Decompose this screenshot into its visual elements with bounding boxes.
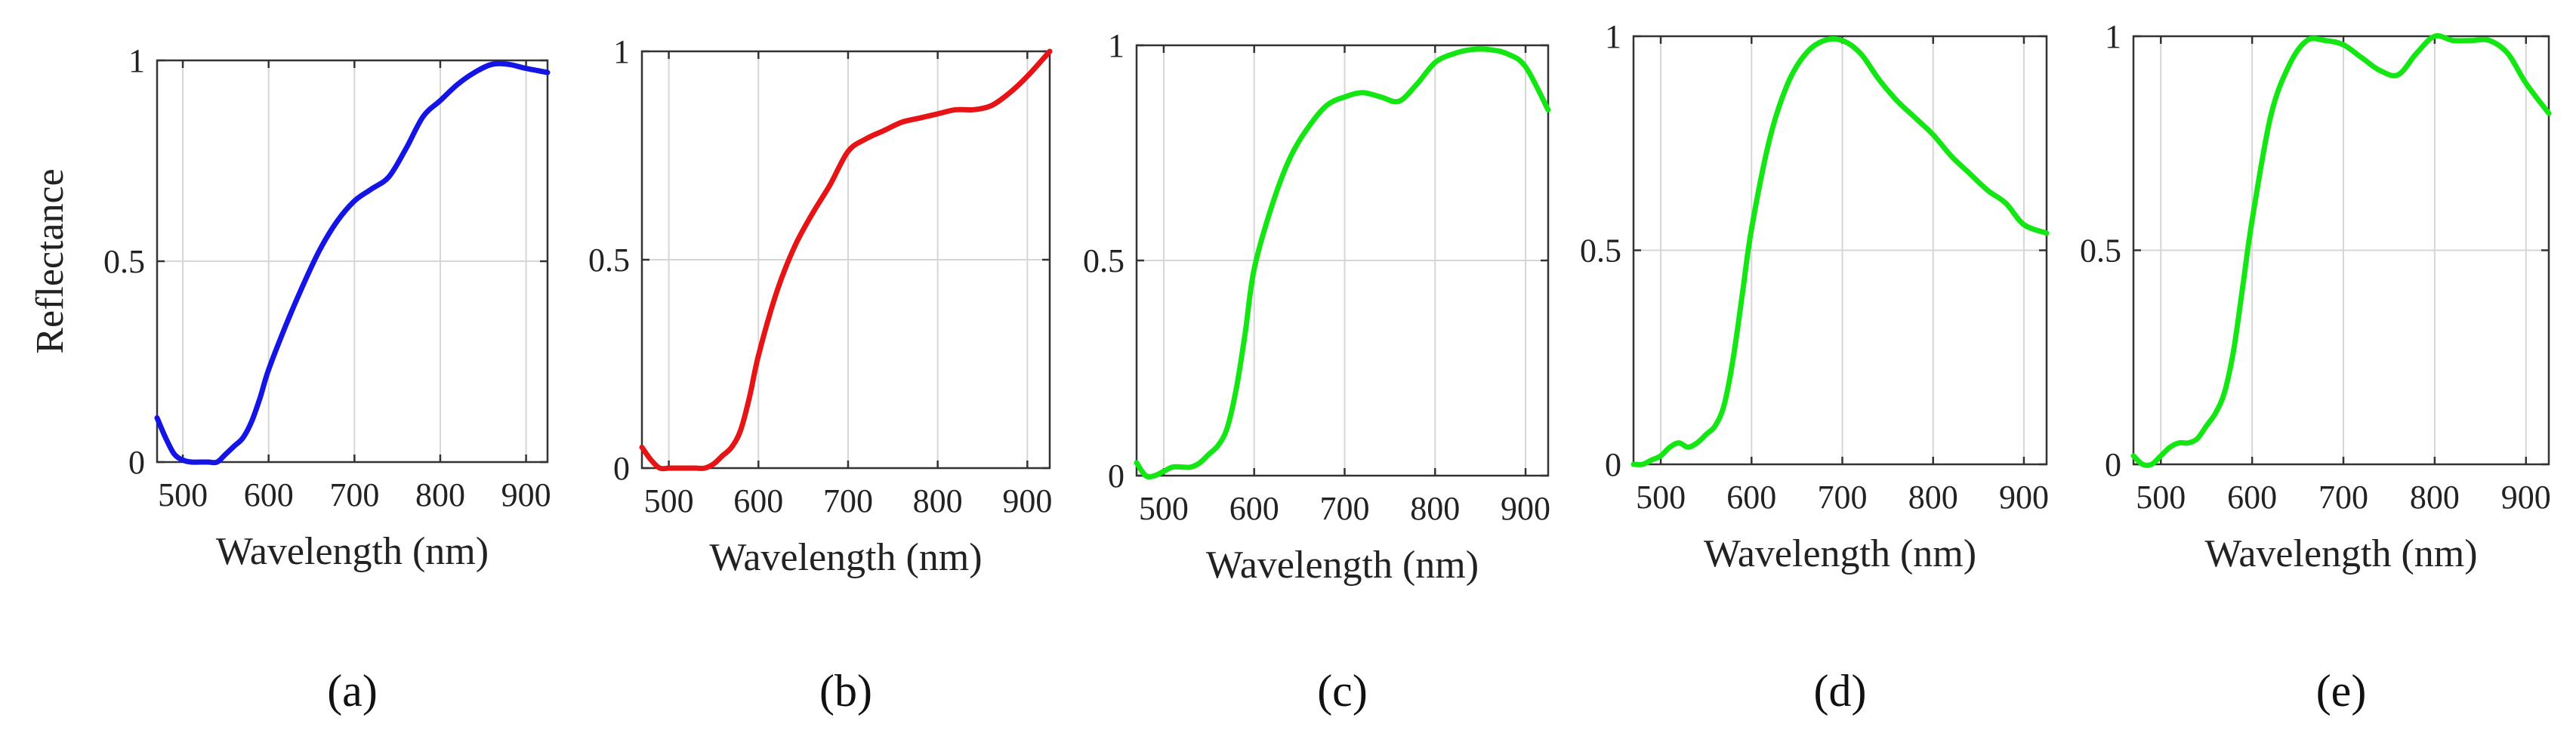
panel-label-e: (e) — [2316, 666, 2367, 716]
x-tick-label: 500 — [158, 476, 208, 513]
x-tick-label: 800 — [913, 482, 963, 519]
x-tick-label: 700 — [1319, 490, 1369, 527]
x-axis-label: Wavelength (nm) — [1704, 532, 1976, 575]
y-tick-label: 1 — [1108, 27, 1124, 64]
chart-panel-c: 500 600 700 800 900 0 0.5 1 Wavelength (nm) — [1083, 27, 1551, 587]
series-line-b — [639, 48, 1053, 472]
y-tick-label: 0 — [128, 444, 145, 481]
y-tick-label: 0.5 — [1580, 233, 1621, 270]
y-tick-label: 0.5 — [1083, 242, 1124, 279]
series-line-c — [1134, 46, 1551, 480]
x-tick-label: 800 — [1410, 490, 1460, 527]
x-tick-label: 500 — [644, 482, 694, 519]
x-axis-label: Wavelength (nm) — [709, 536, 982, 579]
x-axis-label: Wavelength (nm) — [216, 530, 489, 573]
x-tick-label: 700 — [329, 476, 379, 513]
x-tick-label: 600 — [1229, 490, 1279, 527]
x-tick-label: 800 — [2410, 479, 2460, 516]
panel-label-d: (d) — [1814, 666, 1867, 716]
x-tick-label: 500 — [2136, 479, 2186, 516]
x-tick-label: 700 — [1818, 479, 1868, 516]
y-tick-label: 0 — [613, 450, 630, 487]
chart-panel-b: 500 600 700 800 900 0 0.5 1 Wavelength (nm) — [588, 33, 1053, 579]
x-tick-label: 600 — [244, 476, 294, 513]
chart-panel-e: 500 600 700 800 900 0 0.5 1 Wavelength (nm) — [2080, 18, 2552, 575]
series-line-a — [154, 60, 551, 466]
y-tick-label: 0 — [1605, 446, 1621, 483]
x-tick-label: 600 — [1726, 479, 1776, 516]
x-tick-label: 900 — [2501, 479, 2551, 516]
y-axis-label: Reflectance — [29, 168, 72, 353]
panel-label-a: (a) — [327, 666, 378, 716]
series-line-e — [2130, 32, 2552, 468]
y-tick-label: 1 — [1605, 18, 1621, 55]
x-tick-label: 500 — [1139, 490, 1189, 527]
y-tick-label: 0.5 — [103, 243, 145, 280]
y-tick-label: 1 — [613, 33, 630, 70]
x-tick-label: 500 — [1636, 479, 1686, 516]
series-line-d — [1630, 36, 2050, 467]
x-axis-label: Wavelength (nm) — [1206, 544, 1479, 587]
x-tick-label: 700 — [2318, 479, 2368, 516]
x-tick-label: 800 — [1908, 479, 1958, 516]
chart-panel-d: 500 600 700 800 900 0 0.5 1 Wavelength (nm) — [1580, 18, 2050, 575]
y-tick-label: 0.5 — [588, 242, 630, 279]
panel-label-c: (c) — [1317, 666, 1368, 716]
x-axis-label: Wavelength (nm) — [2204, 532, 2477, 575]
x-tick-label: 600 — [733, 482, 783, 519]
y-tick-label: 1 — [128, 42, 145, 79]
chart-panel-a: 500 600 700 800 900 0 0.5 1 Wavelength (nm) Refle… — [29, 42, 551, 573]
y-tick-label: 0 — [2105, 446, 2121, 483]
x-tick-label: 700 — [823, 482, 873, 519]
y-tick-label: 0 — [1108, 458, 1124, 495]
panel-label-b: (b) — [819, 666, 872, 716]
x-tick-label: 600 — [2227, 479, 2277, 516]
y-tick-label: 1 — [2105, 18, 2121, 55]
y-tick-label: 0.5 — [2080, 233, 2121, 270]
x-tick-label: 800 — [415, 476, 465, 513]
x-tick-label: 900 — [1002, 482, 1052, 519]
x-tick-label: 900 — [1999, 479, 2049, 516]
x-tick-label: 900 — [501, 476, 551, 513]
x-tick-label: 900 — [1501, 490, 1550, 527]
